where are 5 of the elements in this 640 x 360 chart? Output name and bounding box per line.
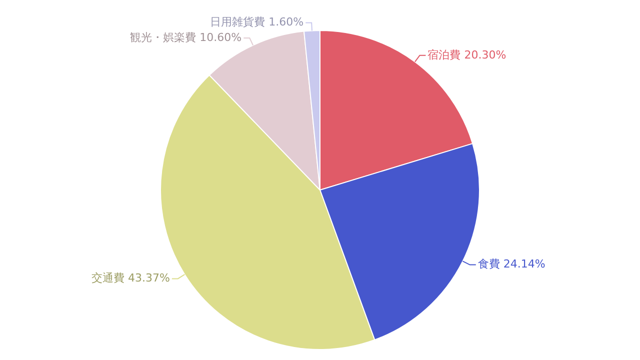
slice-label: 食費 24.14% [478,258,546,271]
slice-label: 宿泊費 20.30% [428,48,506,62]
slice-label: 交通費 43.37% [91,272,170,285]
slice-label: 観光・娯楽費 10.60% [130,30,242,44]
slice-label: 日用雑貨費 1.60% [210,16,304,29]
